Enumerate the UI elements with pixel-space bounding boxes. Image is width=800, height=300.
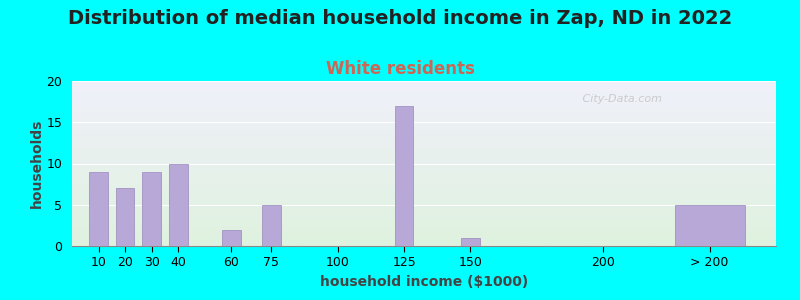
Bar xyxy=(262,205,281,246)
Text: Distribution of median household income in Zap, ND in 2022: Distribution of median household income … xyxy=(68,9,732,28)
Bar xyxy=(116,188,134,246)
Bar xyxy=(461,238,480,246)
Text: White residents: White residents xyxy=(326,60,474,78)
Bar xyxy=(222,230,241,246)
Text: City-Data.com: City-Data.com xyxy=(579,94,662,104)
Bar xyxy=(674,205,745,246)
Bar xyxy=(90,172,108,246)
Bar xyxy=(394,106,414,246)
Y-axis label: households: households xyxy=(30,119,44,208)
X-axis label: household income ($1000): household income ($1000) xyxy=(320,275,528,289)
Bar xyxy=(169,164,188,246)
Bar xyxy=(142,172,161,246)
